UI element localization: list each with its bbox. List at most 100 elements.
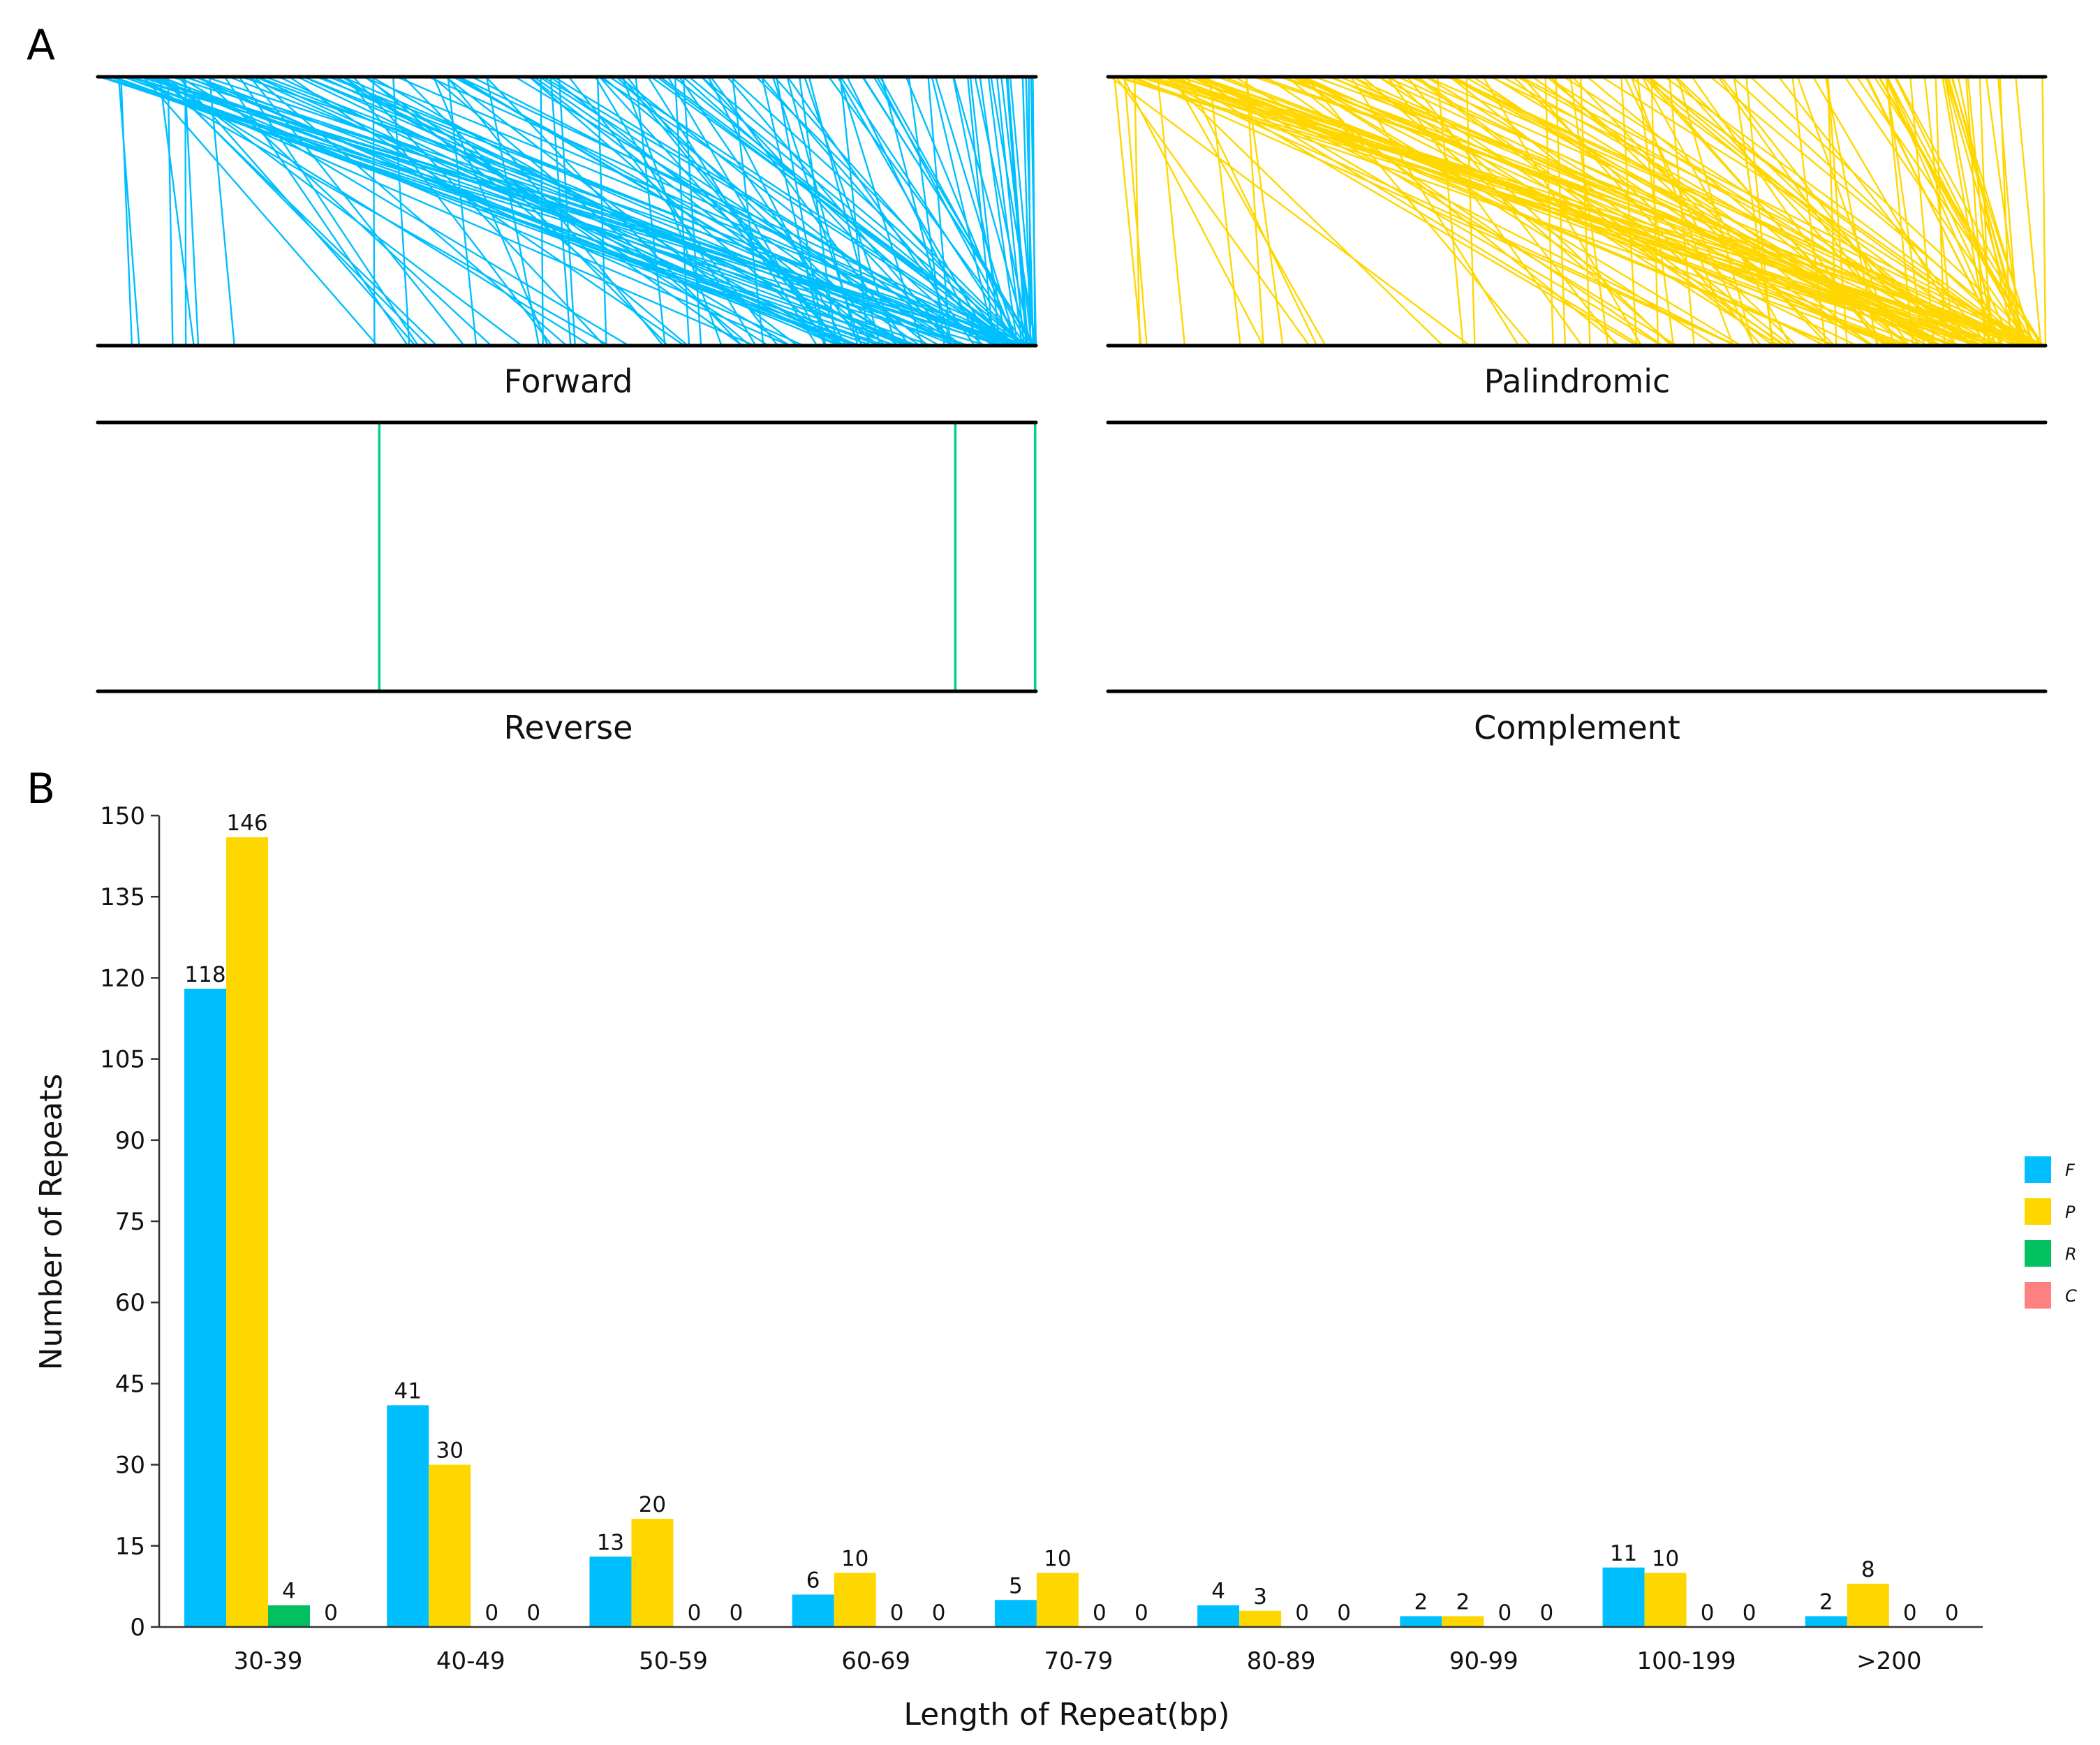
forward-link	[990, 76, 1037, 346]
palindromic-link	[1172, 76, 1326, 346]
x-tick-label: 60-69	[841, 1647, 910, 1675]
forward-link	[707, 76, 847, 346]
palindromic-link	[1720, 76, 1932, 346]
palindromic-link	[1208, 76, 1241, 346]
legend-swatch-F	[2025, 1156, 2051, 1183]
palindromic-link	[1885, 76, 1914, 346]
legend-label-C: C	[2065, 1286, 2077, 1306]
forward-link	[102, 75, 887, 347]
y-tick-label: 120	[100, 964, 145, 992]
forward-link	[905, 76, 1019, 346]
palindromic-link	[1844, 76, 2030, 346]
palindromic-link	[1253, 75, 2046, 347]
y-tick-label: 105	[100, 1046, 145, 1074]
forward-link	[142, 76, 378, 346]
data-label-R-60-69: 0	[890, 1600, 904, 1626]
forward-link	[341, 75, 769, 347]
palindromic-link	[1750, 76, 2041, 346]
palindromic-link	[1331, 75, 1892, 347]
palindromic-link	[1203, 75, 1662, 347]
palindromic-link	[1245, 76, 1264, 346]
forward-link	[364, 76, 744, 346]
forward-link	[297, 75, 858, 347]
palindromic-link	[1733, 76, 1775, 346]
forward-link	[396, 75, 1018, 347]
data-label-P-60-69: 10	[841, 1547, 868, 1572]
forward-link	[966, 76, 995, 346]
legend-label-P: P	[2065, 1202, 2076, 1222]
data-label-F-80-89: 4	[1211, 1579, 1225, 1604]
y-tick-label: 150	[100, 802, 145, 830]
bar-P-90-99	[1442, 1616, 1484, 1627]
palindromic-link	[1824, 76, 1878, 346]
forward-link	[979, 76, 1019, 346]
forward-link	[808, 76, 881, 346]
x-tick-label: 90-99	[1449, 1647, 1518, 1675]
data-label-F-90-99: 2	[1414, 1590, 1428, 1615]
palindromic-link	[1944, 76, 1996, 346]
palindromic-link	[1350, 76, 1520, 346]
forward-link	[288, 76, 686, 346]
forward-link	[761, 76, 825, 346]
panel-letter-b: B	[27, 765, 55, 813]
palindromic-link	[1407, 76, 1618, 346]
y-tick-label: 45	[115, 1370, 145, 1398]
data-label-F-70-79: 5	[1009, 1573, 1023, 1598]
palindromic-link	[1532, 76, 1910, 346]
palindromic-link	[1601, 75, 2032, 347]
data-label-C-50-59: 0	[730, 1600, 744, 1626]
palindromic-link	[1447, 75, 2020, 347]
data-label-F-100-199: 11	[1610, 1541, 1637, 1566]
x-tick-label: 30-39	[234, 1647, 303, 1675]
forward-link	[609, 75, 1016, 347]
forward-link	[880, 76, 952, 346]
x-tick-label: 80-89	[1247, 1647, 1316, 1675]
palindromic-link	[1299, 75, 1939, 347]
data-label-C-90-99: 0	[1539, 1600, 1553, 1626]
x-tick-label: >200	[1856, 1647, 1921, 1675]
data-label-C-30-39: 0	[324, 1600, 338, 1626]
palindromic-link	[1979, 76, 1991, 346]
palindromic-link	[1362, 76, 1674, 346]
palindromic-link	[1521, 76, 1762, 346]
forward-link	[635, 76, 666, 346]
forward-link	[1000, 76, 1033, 346]
palindromic-link	[1490, 75, 2043, 347]
palindromic-link	[1134, 76, 1141, 346]
forward-link	[456, 75, 909, 347]
palindromic-link	[1886, 76, 2029, 346]
bar-P-60-69	[834, 1573, 876, 1627]
data-label-P-40-49: 30	[436, 1438, 463, 1464]
forward-link	[558, 76, 576, 346]
data-label-P-50-59: 20	[639, 1492, 666, 1517]
forward-link	[598, 75, 1014, 347]
data-label-C-100-199: 0	[1743, 1600, 1757, 1626]
forward-link	[1009, 76, 1036, 346]
y-tick-label: 90	[115, 1127, 145, 1155]
palindromic-link	[1123, 76, 1148, 346]
forward-link	[771, 76, 862, 346]
forward-link	[184, 76, 200, 346]
forward-link	[120, 76, 133, 346]
legend-swatch-R	[2025, 1240, 2051, 1267]
forward-link	[879, 76, 1030, 346]
palindromic-link	[1449, 76, 1791, 346]
bar-P-100-199	[1644, 1573, 1687, 1627]
legend-swatch-C	[2025, 1282, 2051, 1309]
data-label-P-30-39: 146	[226, 811, 267, 836]
palindromic-link	[1650, 76, 1659, 346]
forward-link	[158, 76, 195, 346]
forward-repeat-links	[98, 75, 1037, 347]
data-label-R-90-99: 0	[1498, 1600, 1511, 1626]
forward-link	[320, 75, 908, 347]
palindromic-link	[1812, 76, 1972, 346]
bar-P-80-89	[1239, 1610, 1282, 1627]
forward-link	[1025, 76, 1035, 346]
data-label-R-80-89: 0	[1295, 1600, 1309, 1626]
bar-F->200	[1805, 1616, 1847, 1627]
bar-F-40-49	[387, 1405, 429, 1627]
forward-link	[265, 75, 969, 347]
palindromic-link	[1951, 76, 2034, 346]
forward-link	[195, 75, 804, 347]
palindromic-link	[1157, 76, 1186, 346]
